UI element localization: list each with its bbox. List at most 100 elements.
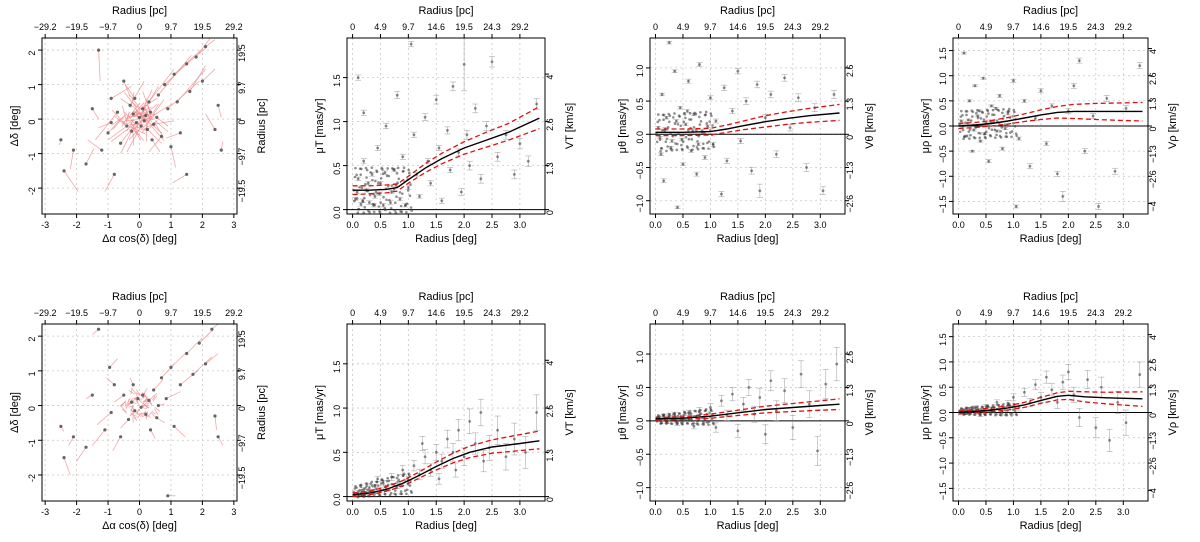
data-point bbox=[381, 478, 384, 482]
top-tick-label: 24.3 bbox=[483, 22, 501, 32]
data-point bbox=[496, 155, 499, 159]
data-point bbox=[362, 211, 365, 214]
right-tick-label: 19.5 bbox=[237, 44, 247, 62]
star-point bbox=[133, 96, 137, 100]
top-tick-label: 9.7 bbox=[704, 22, 717, 32]
data-point bbox=[696, 423, 700, 426]
data-point bbox=[695, 128, 698, 132]
x-axis-title: Radius [deg] bbox=[415, 233, 477, 245]
star-point bbox=[152, 122, 156, 126]
proper-motion-vector bbox=[112, 436, 121, 451]
data-point bbox=[355, 197, 359, 200]
x-tick-label: 2.0 bbox=[458, 220, 471, 230]
data-point bbox=[524, 450, 527, 454]
data-point bbox=[975, 111, 978, 115]
star-point bbox=[109, 120, 113, 125]
data-point bbox=[445, 437, 449, 441]
proper-motion-vector bbox=[141, 404, 145, 410]
data-point bbox=[656, 120, 660, 124]
top-tick-label: 4.9 bbox=[677, 22, 690, 32]
top-tick-label: 29.2 bbox=[812, 22, 830, 32]
data-point bbox=[366, 181, 370, 185]
y-tick-label: 1.0 bbox=[635, 65, 645, 78]
star-point bbox=[188, 89, 192, 94]
data-point bbox=[660, 93, 664, 96]
data-point bbox=[398, 191, 402, 194]
data-point bbox=[395, 172, 399, 175]
y-tick-label: −1.0 bbox=[635, 195, 645, 213]
data-point bbox=[394, 493, 398, 496]
data-point bbox=[1044, 142, 1048, 146]
top-tick-label: 4.9 bbox=[374, 22, 387, 32]
data-point bbox=[389, 491, 393, 495]
top-tick-label: 0 bbox=[956, 308, 961, 318]
data-point bbox=[687, 79, 690, 83]
data-point bbox=[372, 494, 376, 498]
data-point bbox=[370, 480, 374, 484]
top-tick-label: 9.7 bbox=[1007, 22, 1020, 32]
top-tick-label: 19.5 bbox=[455, 308, 473, 318]
proper-motion-vector bbox=[154, 120, 169, 132]
data-point bbox=[982, 118, 986, 121]
star-point bbox=[130, 400, 134, 404]
data-point bbox=[763, 116, 767, 120]
data-point bbox=[388, 493, 392, 497]
data-point bbox=[1124, 421, 1128, 425]
y-axis-title: μρ [mas/yr] bbox=[920, 385, 932, 440]
data-point bbox=[711, 124, 714, 127]
top-tick-label: 0 bbox=[137, 22, 142, 32]
star-point bbox=[150, 138, 154, 142]
proper-motion-vector bbox=[154, 406, 161, 412]
data-point bbox=[377, 205, 381, 208]
right-tick-label: −9.7 bbox=[237, 148, 247, 166]
data-point bbox=[987, 410, 991, 414]
proper-motion-vector bbox=[147, 129, 162, 144]
top-tick-label: 14.6 bbox=[729, 308, 747, 318]
data-point bbox=[681, 420, 685, 423]
data-point bbox=[962, 51, 966, 55]
data-point bbox=[364, 182, 367, 186]
data-point bbox=[670, 149, 674, 152]
data-point bbox=[692, 144, 695, 148]
fit-lower-bound bbox=[958, 117, 1143, 130]
y-tick-label: −0.5 bbox=[635, 162, 645, 180]
data-point bbox=[712, 145, 715, 149]
star-point bbox=[128, 103, 132, 107]
data-point bbox=[704, 110, 708, 114]
data-point bbox=[1005, 131, 1008, 135]
data-point bbox=[694, 409, 698, 413]
data-point bbox=[423, 115, 427, 119]
plot-frame bbox=[649, 323, 846, 502]
proper-motion-vector bbox=[130, 408, 135, 415]
top-tick-label: −29.2 bbox=[34, 22, 57, 32]
star-point bbox=[147, 398, 151, 402]
data-point bbox=[816, 449, 819, 453]
data-point bbox=[482, 459, 486, 463]
top-axis-title: Radius [pc] bbox=[720, 291, 775, 303]
data-point bbox=[990, 128, 994, 132]
data-point bbox=[994, 107, 998, 110]
star-point bbox=[169, 365, 173, 369]
star-point bbox=[216, 435, 220, 439]
data-point bbox=[518, 142, 522, 146]
right-tick-label: 2.6 bbox=[1148, 359, 1158, 372]
data-point bbox=[682, 413, 685, 417]
data-point bbox=[707, 420, 711, 423]
data-point bbox=[774, 152, 778, 156]
top-axis-title: Radius [pc] bbox=[1023, 5, 1078, 17]
star-point bbox=[166, 107, 170, 111]
data-point bbox=[981, 76, 985, 80]
star-point bbox=[136, 397, 140, 401]
star-point bbox=[122, 79, 126, 83]
data-point bbox=[396, 474, 400, 477]
proper-motion-vector bbox=[124, 111, 136, 125]
x-tick-label: 1.5 bbox=[732, 220, 745, 230]
data-point bbox=[670, 422, 674, 426]
data-point bbox=[730, 392, 734, 396]
data-point bbox=[979, 132, 982, 135]
fit-lower-bound bbox=[655, 119, 840, 137]
data-point bbox=[400, 492, 404, 496]
proper-motion-vector bbox=[143, 106, 153, 123]
star-point bbox=[131, 383, 135, 387]
data-point bbox=[709, 406, 712, 409]
